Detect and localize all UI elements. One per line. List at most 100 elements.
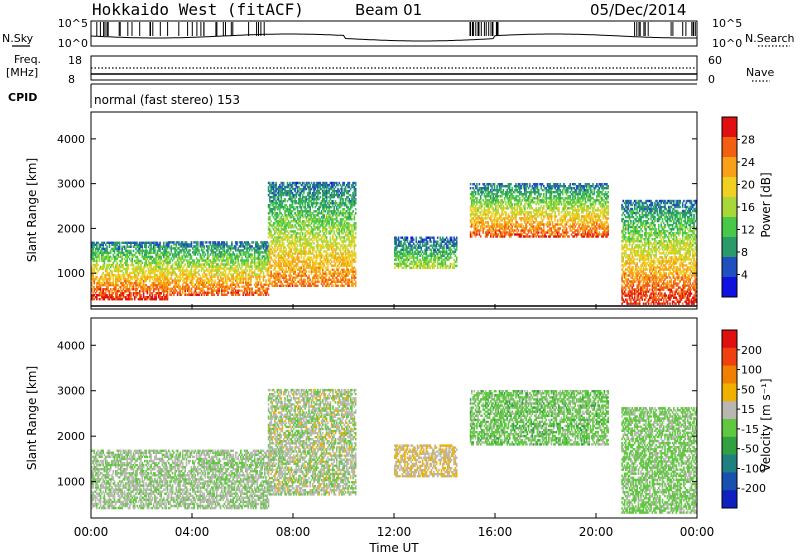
power-cell-1 bbox=[203, 294, 205, 296]
power-cell-2 bbox=[320, 182, 322, 184]
power-cell-2 bbox=[331, 260, 333, 262]
power-cell-1 bbox=[203, 245, 205, 247]
power-cell-1 bbox=[246, 269, 248, 271]
power-cell-1 bbox=[253, 241, 255, 243]
power-cell-2 bbox=[285, 248, 287, 250]
power-cell-2 bbox=[317, 285, 319, 287]
freq-tick-top: 18 bbox=[68, 54, 82, 67]
power-cell-2 bbox=[313, 238, 315, 240]
power-cell-2 bbox=[355, 281, 357, 283]
power-cell-2 bbox=[327, 240, 329, 242]
power-cell-0 bbox=[137, 288, 139, 290]
power-cell-1 bbox=[236, 241, 238, 243]
cpid-label: CPID bbox=[8, 91, 37, 104]
power-cell-2 bbox=[326, 182, 328, 184]
power-cell-2 bbox=[330, 238, 332, 240]
power-cell-1 bbox=[260, 275, 262, 277]
power-cell-2 bbox=[349, 184, 351, 186]
power-cell-2 bbox=[294, 279, 296, 281]
power-cell-2 bbox=[336, 182, 338, 184]
power-cell-2 bbox=[349, 250, 351, 252]
power-cell-2 bbox=[318, 198, 320, 200]
power-cell-2 bbox=[309, 184, 311, 186]
freq-label-1: Freq. bbox=[14, 53, 41, 66]
power-cell-1 bbox=[226, 241, 228, 243]
power-cell-2 bbox=[313, 242, 315, 244]
power-cell-1 bbox=[243, 282, 245, 284]
power-cell-1 bbox=[268, 288, 270, 290]
power-cell-0 bbox=[130, 292, 132, 294]
power-cell-1 bbox=[226, 294, 228, 296]
power-cell-1 bbox=[235, 294, 237, 296]
power-cell-2 bbox=[326, 198, 328, 200]
power-cell-1 bbox=[231, 241, 233, 243]
power-cell-2 bbox=[326, 273, 328, 275]
power-cell-1 bbox=[232, 294, 234, 296]
power-cell-1 bbox=[196, 267, 198, 269]
power-cell-2 bbox=[351, 250, 353, 252]
power-cell-1 bbox=[259, 253, 261, 255]
power-cell-0 bbox=[130, 250, 132, 252]
nsky-trace bbox=[91, 22, 697, 41]
power-cell-2 bbox=[308, 275, 310, 277]
power-cell-1 bbox=[245, 253, 247, 255]
power-cell-2 bbox=[283, 285, 285, 287]
nsky-tick-top-left: 10^5 bbox=[58, 17, 88, 30]
power-cell-1 bbox=[169, 253, 171, 255]
power-cell-1 bbox=[258, 282, 260, 284]
power-cell-2 bbox=[320, 230, 322, 232]
power-cell-2 bbox=[284, 238, 286, 240]
power-cell-0 bbox=[101, 274, 103, 276]
nsky-line bbox=[91, 34, 697, 41]
power-cell-0 bbox=[121, 248, 123, 250]
power-cell-1 bbox=[214, 294, 216, 296]
power-cell-2 bbox=[336, 238, 338, 240]
power-cell-1 bbox=[192, 294, 194, 296]
power-cell-0 bbox=[124, 274, 126, 276]
power-cell-2 bbox=[354, 238, 356, 240]
power-cell-0 bbox=[106, 248, 108, 250]
power-cell-2 bbox=[337, 184, 339, 186]
power-cell-0 bbox=[138, 274, 140, 276]
power-cell-2 bbox=[308, 271, 310, 273]
power-cell-1 bbox=[192, 282, 194, 284]
power-cell-1 bbox=[205, 253, 207, 255]
nsky-panel-frame bbox=[91, 21, 697, 46]
nave-tick-bottom: 0 bbox=[708, 73, 715, 86]
power-cell-1 bbox=[203, 251, 205, 253]
power-cell-1 bbox=[197, 241, 199, 243]
power-cell-1 bbox=[243, 294, 245, 296]
power-cell-2 bbox=[312, 279, 314, 281]
power-cell-1 bbox=[210, 253, 212, 255]
power-cell-0 bbox=[96, 260, 98, 262]
power-cell-1 bbox=[215, 279, 217, 281]
power-cell-0 bbox=[119, 248, 121, 250]
power-cell-0 bbox=[133, 250, 135, 252]
power-cell-0 bbox=[145, 270, 147, 272]
nsky-label: N.Sky bbox=[2, 32, 34, 45]
power-cell-2 bbox=[351, 279, 353, 281]
power-cell-0 bbox=[97, 264, 99, 266]
power-cell-2 bbox=[342, 252, 344, 254]
power-cell-2 bbox=[292, 184, 294, 186]
power-cell-1 bbox=[190, 249, 192, 251]
power-cell-2 bbox=[355, 260, 357, 262]
power-cell-0 bbox=[102, 272, 104, 274]
power-cell-2 bbox=[308, 182, 310, 184]
power-cell-0 bbox=[124, 246, 126, 248]
power-cell-2 bbox=[287, 182, 289, 184]
power-cell-1 bbox=[251, 267, 253, 269]
power-cell-2 bbox=[283, 182, 285, 184]
power-cell-0 bbox=[159, 248, 161, 250]
power-cell-0 bbox=[131, 260, 133, 262]
power-cell-1 bbox=[178, 253, 180, 255]
power-cell-2 bbox=[306, 250, 308, 252]
power-cell-2 bbox=[326, 224, 328, 226]
power-cell-1 bbox=[249, 294, 251, 296]
power-cell-2 bbox=[342, 198, 344, 200]
power-cell-2 bbox=[303, 265, 305, 267]
power-cell-0 bbox=[131, 298, 133, 300]
power-cell-1 bbox=[264, 275, 266, 277]
power-cell-1 bbox=[172, 263, 174, 265]
power-cell-2 bbox=[326, 236, 328, 238]
